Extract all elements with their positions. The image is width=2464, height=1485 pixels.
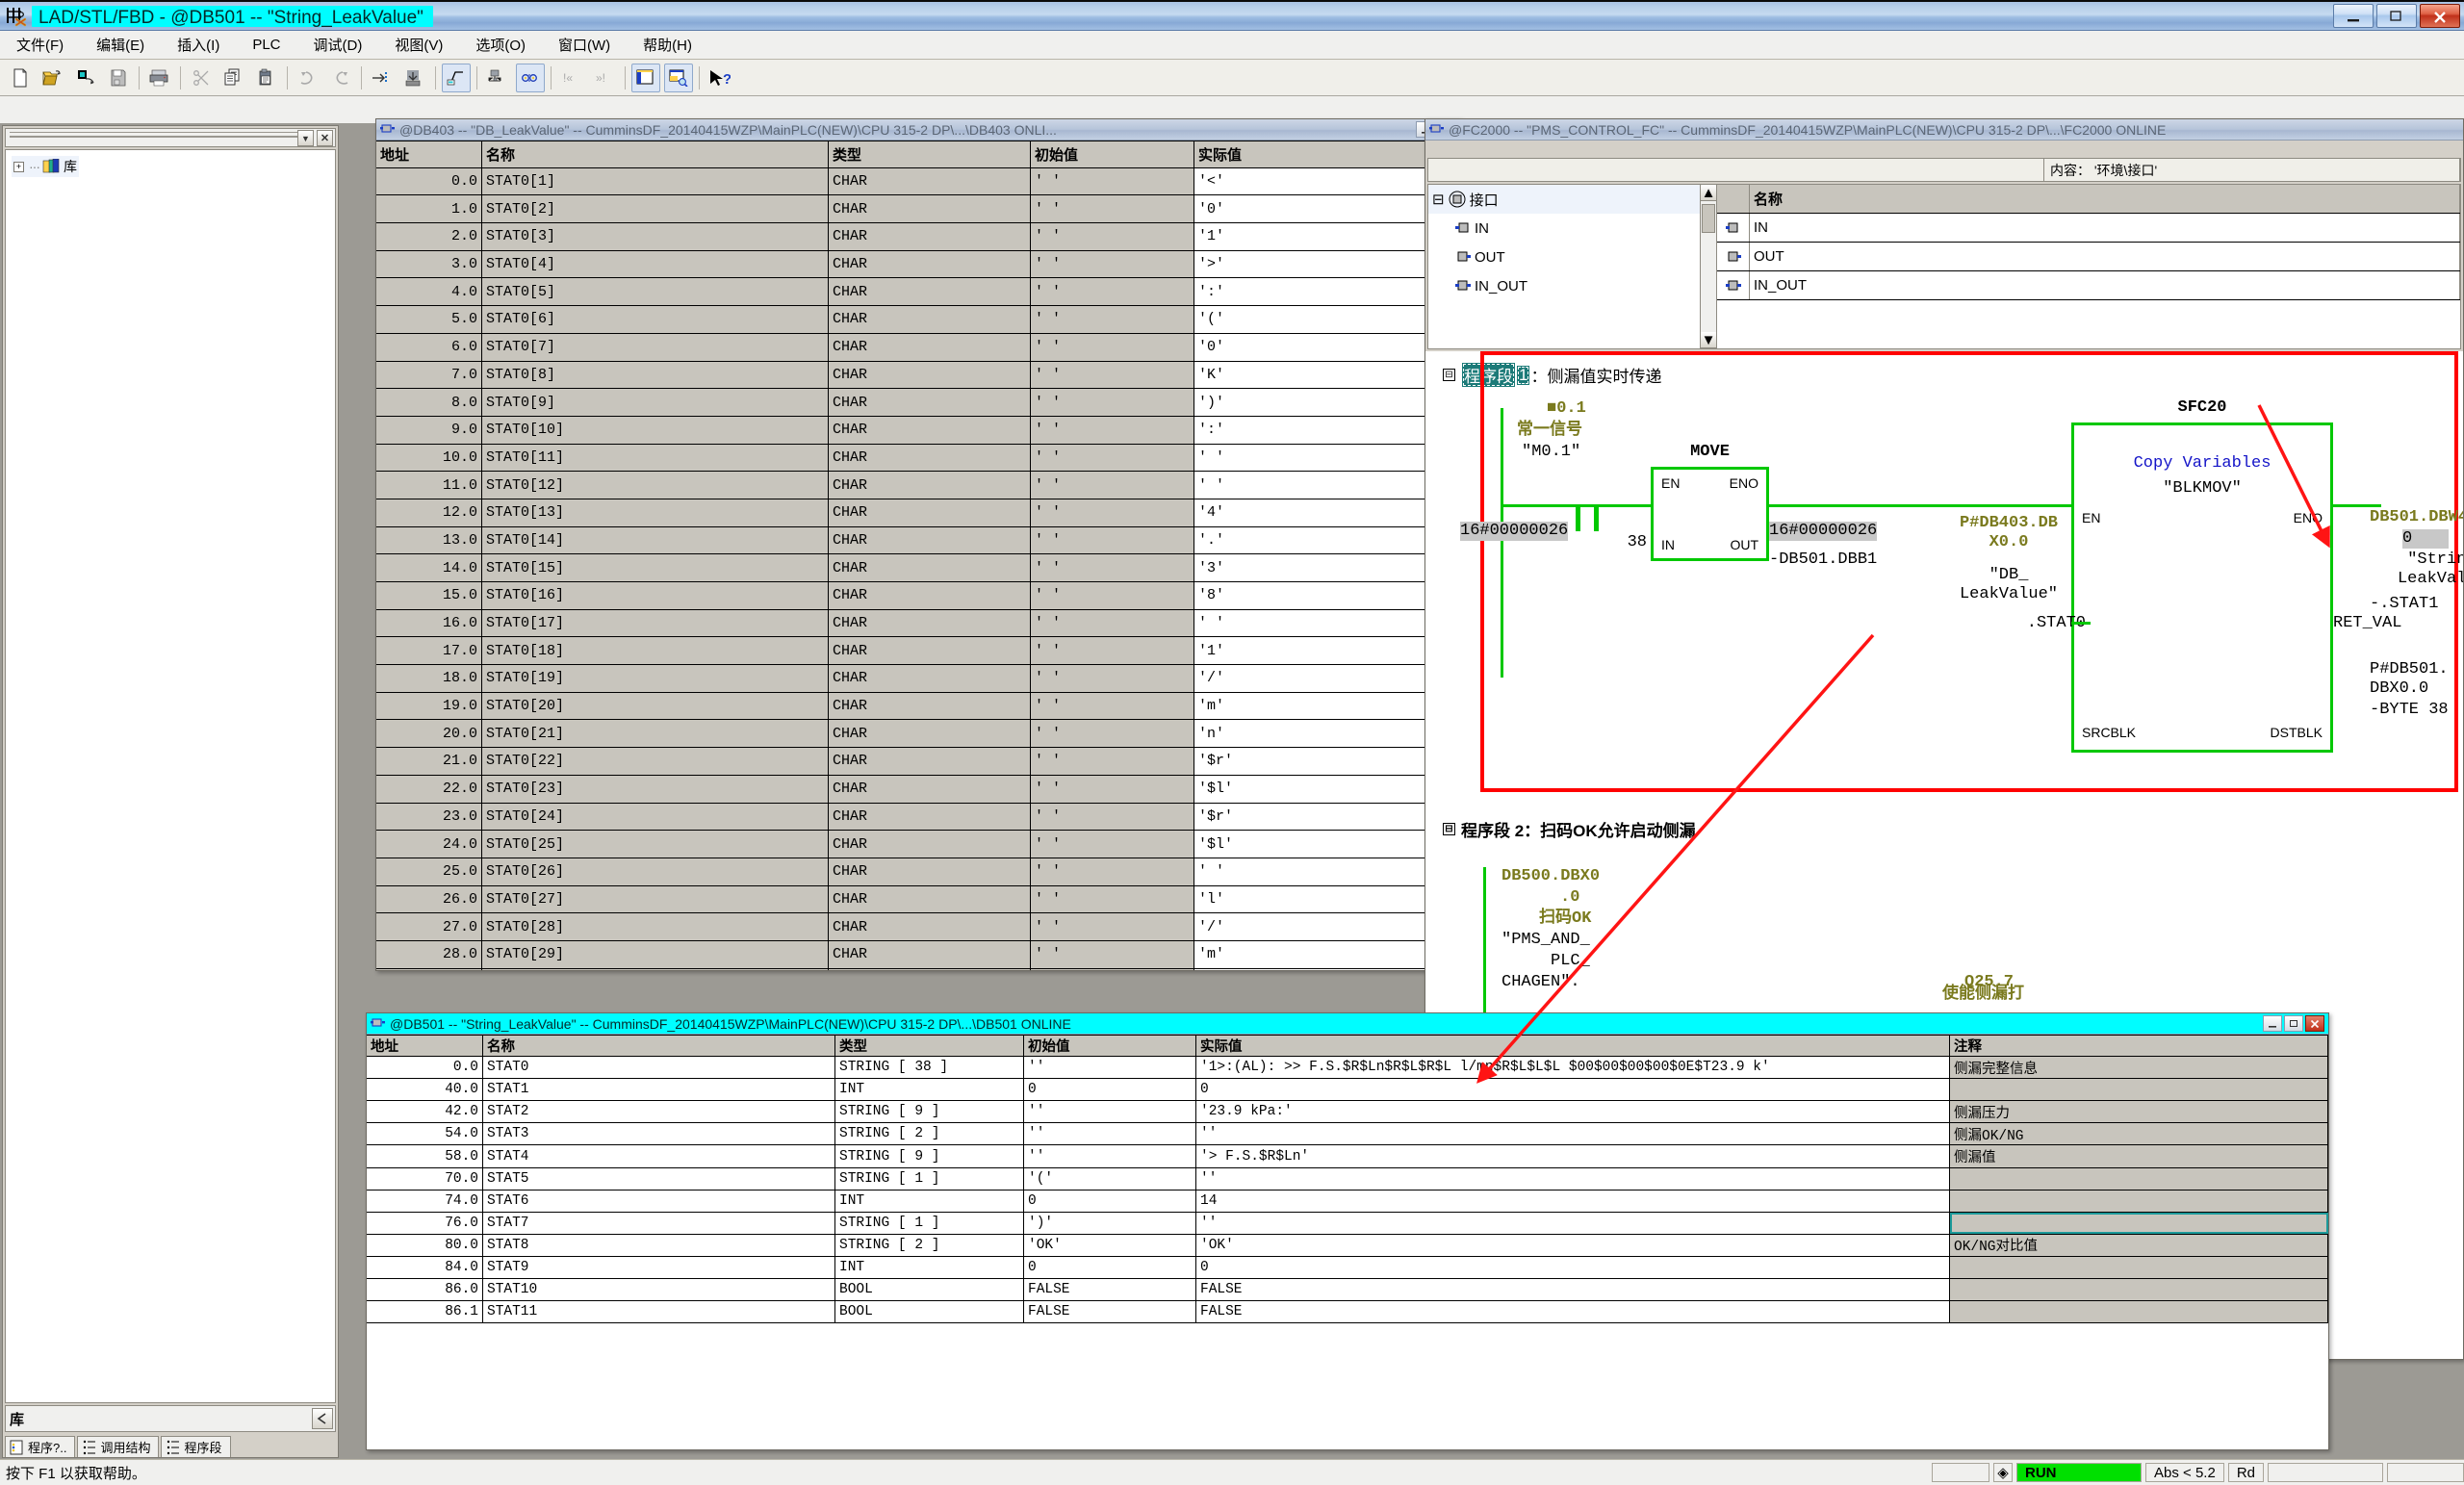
svg-text:»!: »! — [596, 71, 605, 85]
svg-text:?: ? — [723, 71, 731, 87]
svg-text:!«: !« — [563, 71, 573, 85]
